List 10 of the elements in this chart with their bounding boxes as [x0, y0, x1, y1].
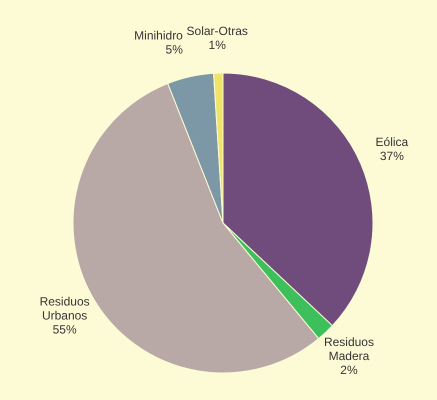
slice-label: Solar-Otras — [186, 24, 248, 38]
data-label: 37% — [380, 149, 404, 164]
data-label: 1% — [208, 38, 226, 52]
slice-label: Eólica — [376, 135, 409, 150]
data-label: 55% — [52, 322, 77, 337]
slice-label: Minihidro — [134, 28, 184, 43]
data-label: 5% — [166, 42, 184, 57]
slice-label: Residuos Madera — [324, 335, 374, 364]
slice-label: Residuos Urbanos — [40, 294, 90, 323]
data-label: 2% — [340, 363, 358, 378]
